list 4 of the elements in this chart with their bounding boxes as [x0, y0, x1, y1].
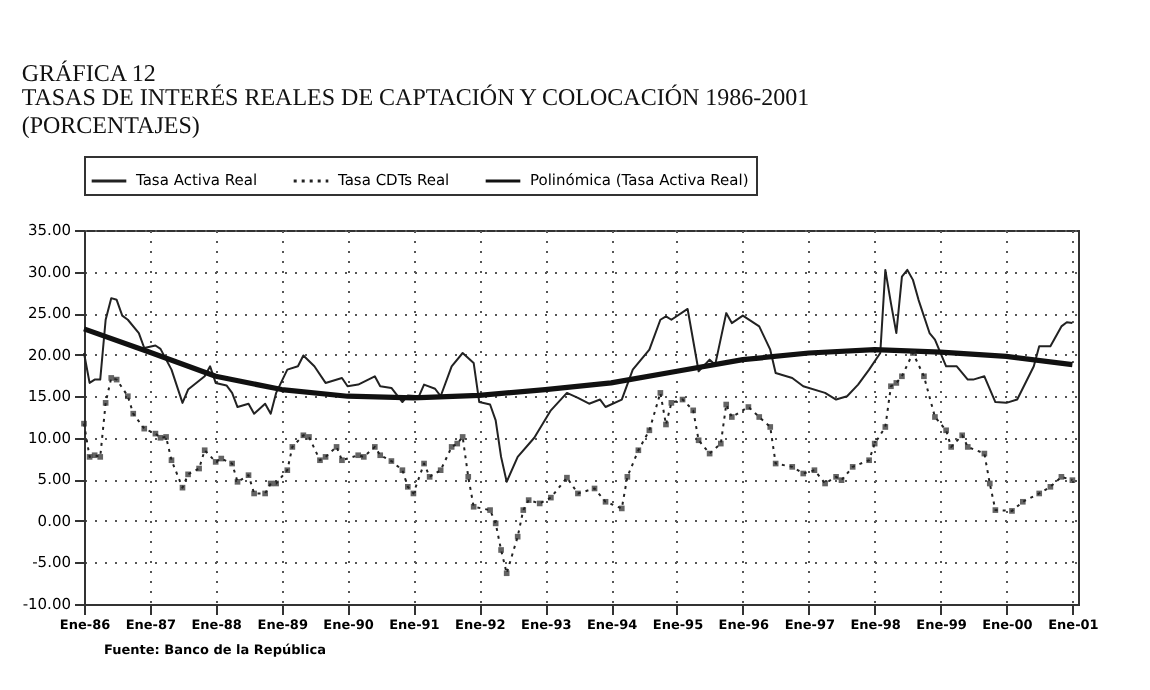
line-series: [83, 268, 1074, 483]
chart-title: GRÁFICA 12: [21, 59, 156, 87]
chart-subtitle: TASAS DE INTERÉS REALES DE CAPTACIÓN Y COLOCACIÓN 1986-2001 (PORCENTAJES): [21, 83, 810, 139]
line-series: [81, 326, 1076, 401]
